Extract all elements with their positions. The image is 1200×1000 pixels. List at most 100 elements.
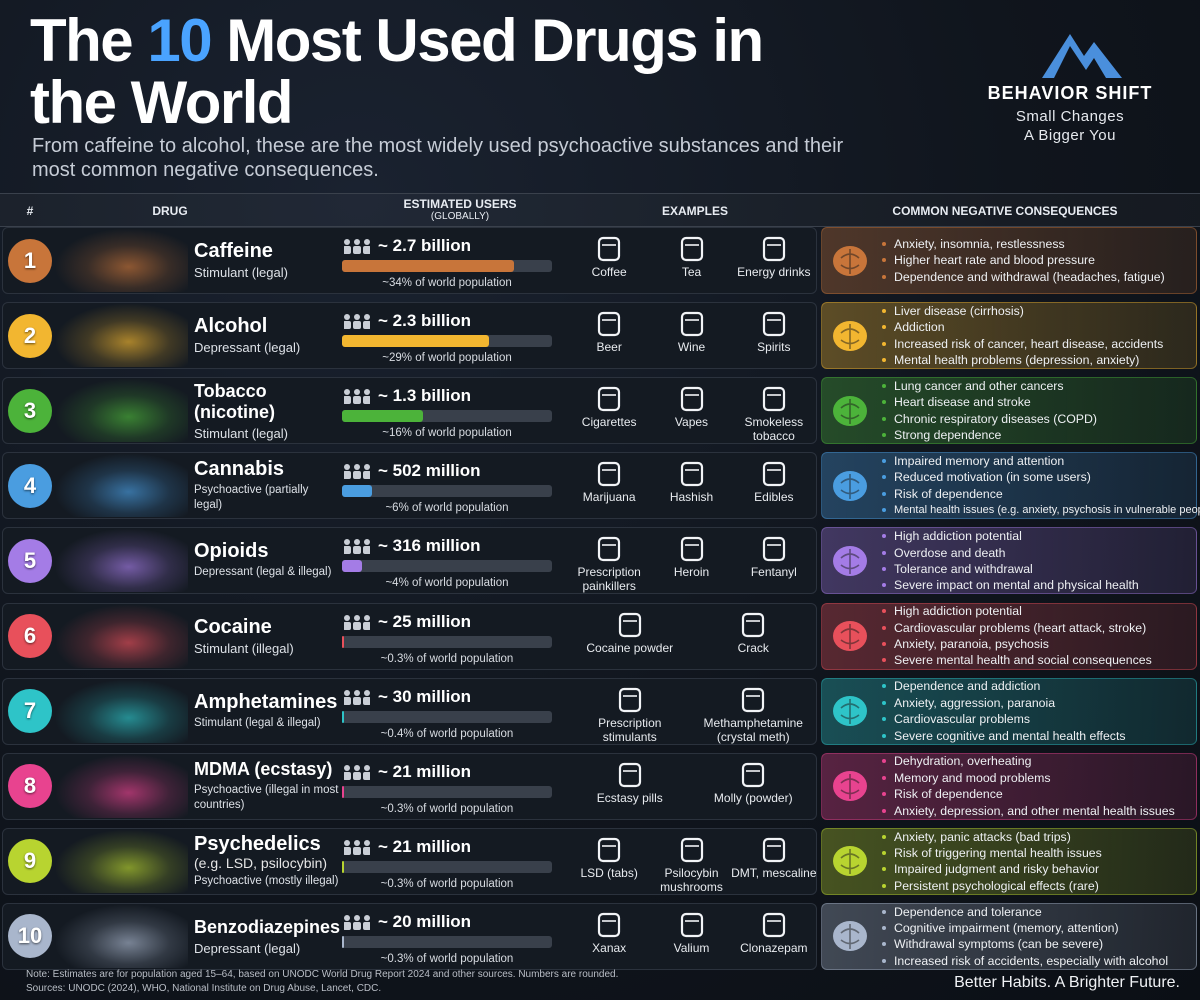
bullet (882, 400, 886, 405)
bullet (882, 241, 886, 246)
example-icon (680, 912, 703, 937)
consequence-item: Anxiety, depression, and other mental he… (880, 803, 1196, 819)
drug-name: Psychedelics (194, 832, 321, 855)
icon-part (363, 246, 370, 254)
drug-name: Tobacco (nicotine) (194, 380, 275, 422)
consequence-panel (821, 827, 1197, 895)
example-label: Valium (673, 940, 710, 955)
drug-info: Tobacco (nicotine) Stimulant (legal) (194, 377, 339, 444)
icon-shape (618, 612, 641, 637)
logo-mark (1042, 34, 1122, 78)
consequence-item: Persistent psychological effects (rare) (880, 878, 1196, 894)
share-track (342, 560, 552, 573)
drug-name: Caffeine (194, 240, 273, 262)
example-icon (598, 837, 621, 862)
drug-image (56, 829, 188, 893)
users-icon (344, 389, 370, 405)
share-bar (342, 560, 363, 573)
bullet (882, 684, 886, 689)
icon-shape (762, 912, 785, 937)
example-icon (762, 311, 785, 337)
consequence-item: Liver disease (cirrhosis) (880, 303, 1196, 319)
example-icon (680, 537, 703, 562)
icon-part (344, 314, 350, 321)
share-bar (342, 710, 345, 723)
bullet (882, 867, 886, 872)
icon-part (344, 321, 351, 330)
consequence-list: Anxiety, insomnia, restlessness Higher he… (880, 236, 1196, 285)
rank-badge: 2 (8, 313, 52, 358)
consequence-item: Cardiovascular problems (heart attack, s… (880, 620, 1196, 636)
icon-shape (840, 548, 860, 574)
icon-shape (840, 924, 860, 950)
example-label: Marijuana (582, 490, 636, 505)
example-label: Ecstasy pills (596, 790, 663, 805)
share-label: ~0.3% of world population (380, 802, 514, 815)
drug-info: Alcohol Depressant (legal) (194, 302, 339, 369)
example-icon (762, 387, 785, 412)
icon-part (353, 921, 361, 930)
icon-part (344, 921, 351, 930)
example-icon (762, 537, 785, 562)
consequence-item: Cardiovascular problems (880, 711, 1196, 727)
rank-badge: 9 (8, 839, 52, 884)
consequence-list: Dependence and tolerance Cognitive impair… (880, 904, 1196, 970)
consequence-text: Strong dependence (894, 428, 1002, 443)
share-label: ~29% of world population (382, 352, 512, 365)
icon-part (344, 689, 350, 696)
brand: BEHAVIOR SHIFT (987, 83, 1153, 103)
drug-category: Stimulant (illegal) (194, 640, 294, 656)
icon-part (344, 839, 350, 846)
example-icon (598, 236, 621, 262)
share-label: ~0.3% of world population (380, 652, 514, 665)
rank-badge: 10 (8, 914, 52, 959)
icon-part (353, 771, 361, 780)
share-label: ~16% of world population (382, 427, 512, 440)
icon-part (364, 239, 370, 245)
drug-image (56, 679, 188, 743)
bullet (882, 792, 886, 797)
estimated-users: ~ 2.7 billion (378, 236, 472, 255)
icon-part (344, 696, 351, 705)
bullet (882, 475, 886, 480)
icon-shape (840, 699, 860, 725)
icon-part (364, 464, 370, 471)
example-label: Cocaine powder (586, 640, 674, 655)
icon-shape (598, 462, 621, 487)
column-header: COMMON NEGATIVE CONSEQUENCES (892, 204, 1118, 218)
estimated-users: ~ 21 million (378, 836, 472, 856)
icon-shape (840, 473, 860, 499)
bullet (882, 775, 886, 780)
drug-name: Alcohol (194, 315, 268, 338)
drug-name: Amphetamines (194, 690, 338, 713)
consequence-item: Cognitive impairment (memory, attention) (880, 920, 1196, 936)
drug-image (56, 904, 188, 968)
icon-part (344, 621, 351, 630)
icon-part (344, 771, 351, 780)
consequence-item: Addiction (880, 319, 1196, 335)
drug-category: Psychoactive (mostly illegal) (194, 874, 339, 887)
bullet (882, 883, 886, 888)
icon-shape (742, 762, 765, 787)
icon-shape (840, 398, 860, 424)
drug-name: Opioids (194, 540, 269, 563)
consequence-panel (821, 602, 1197, 670)
users-icon (344, 689, 370, 705)
users-icon (344, 839, 370, 855)
example-label: Psilocybin mushrooms (660, 865, 723, 894)
share-track (342, 635, 552, 648)
icon-part (354, 614, 360, 621)
bullet (882, 274, 886, 279)
bullet (882, 433, 886, 438)
icon-part (354, 839, 360, 846)
share-bar (342, 785, 344, 798)
bullet (882, 658, 886, 663)
title-end: Most Used Drugs in the World (30, 7, 764, 136)
drug-category: Depressant (legal & illegal) (194, 566, 332, 579)
icon-shape (680, 311, 703, 337)
drug-detail: (e.g. LSD, psilocybin) (194, 854, 328, 871)
consequence-panel (821, 677, 1197, 745)
consequence-text: High addiction potential (894, 604, 1022, 619)
consequence-item: Severe mental health and social conseque… (880, 652, 1196, 668)
